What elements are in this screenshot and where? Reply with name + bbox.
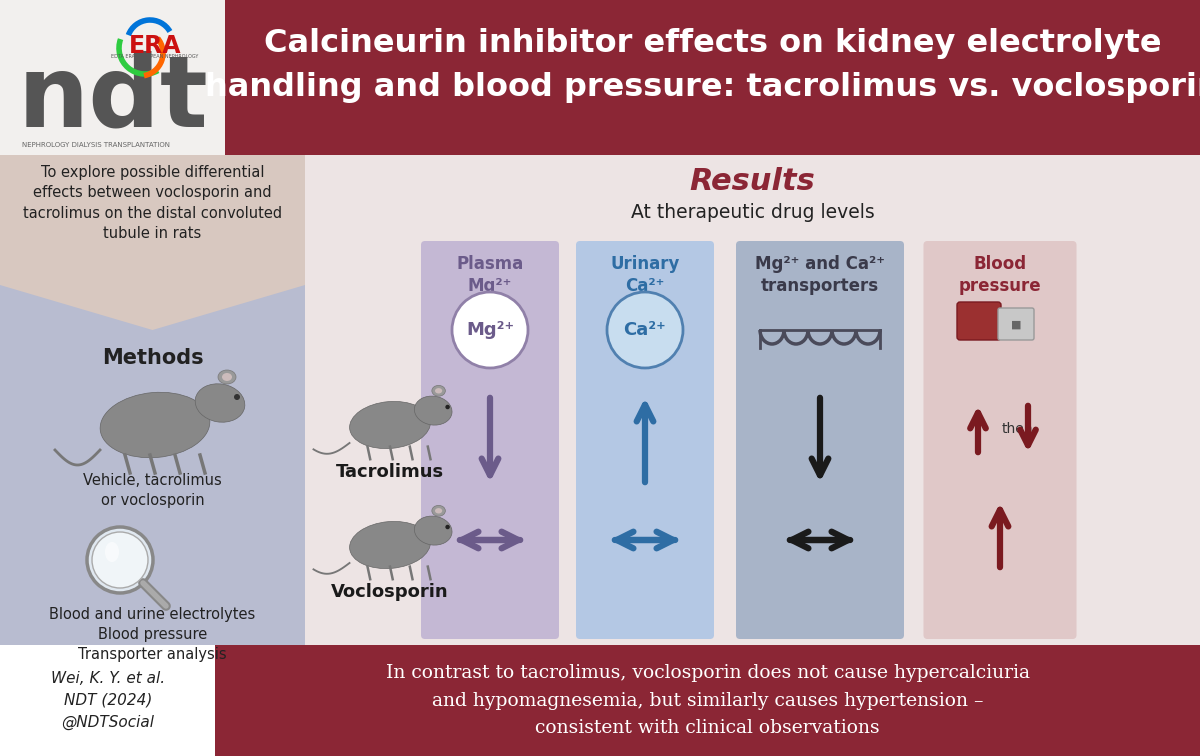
Ellipse shape [414, 516, 452, 545]
Ellipse shape [432, 386, 445, 396]
FancyBboxPatch shape [736, 241, 904, 639]
Ellipse shape [436, 508, 443, 513]
FancyBboxPatch shape [958, 302, 1001, 340]
Ellipse shape [100, 392, 210, 457]
Text: Vehicle, tacrolimus
or voclosporin: Vehicle, tacrolimus or voclosporin [83, 473, 222, 508]
Text: Wei, K. Y. et al.
NDT (2024)
@NDTSocial: Wei, K. Y. et al. NDT (2024) @NDTSocial [50, 671, 166, 730]
Circle shape [88, 527, 154, 593]
Text: Tacrolimus: Tacrolimus [336, 463, 444, 481]
Circle shape [607, 292, 683, 368]
Text: Ca²⁺: Ca²⁺ [624, 321, 666, 339]
Ellipse shape [196, 384, 245, 422]
Text: Mg²⁺ and Ca²⁺
transporters: Mg²⁺ and Ca²⁺ transporters [755, 255, 886, 295]
Text: Calcineurin inhibitor effects on kidney electrolyte: Calcineurin inhibitor effects on kidney … [264, 28, 1162, 59]
FancyBboxPatch shape [998, 308, 1034, 340]
Text: Blood
pressure: Blood pressure [959, 255, 1042, 295]
Ellipse shape [349, 401, 431, 448]
Ellipse shape [432, 506, 445, 516]
Circle shape [452, 292, 528, 368]
Circle shape [445, 525, 450, 529]
Circle shape [92, 532, 148, 588]
FancyBboxPatch shape [924, 241, 1076, 639]
Bar [0, 0, 1200, 155]
Text: then: then [1002, 422, 1033, 436]
Text: Results: Results [690, 167, 815, 196]
Bar [0, 0, 226, 155]
Text: At therapeutic drug levels: At therapeutic drug levels [631, 203, 875, 222]
Text: In contrast to tacrolimus, voclosporin does not cause hypercalciuria
and hypomag: In contrast to tacrolimus, voclosporin d… [385, 665, 1030, 736]
Text: handling and blood pressure: tacrolimus vs. voclosporin: handling and blood pressure: tacrolimus … [205, 72, 1200, 103]
Ellipse shape [106, 542, 119, 562]
Circle shape [445, 404, 450, 409]
Ellipse shape [436, 388, 443, 394]
Ellipse shape [222, 373, 232, 381]
Text: ■: ■ [1010, 320, 1021, 330]
Ellipse shape [218, 370, 236, 384]
FancyBboxPatch shape [421, 241, 559, 639]
Bar [0, 155, 305, 645]
Ellipse shape [414, 396, 452, 425]
Text: Voclosporin: Voclosporin [331, 583, 449, 601]
Polygon shape [0, 155, 305, 330]
Text: Methods: Methods [102, 348, 203, 368]
Text: ERA: ERA [128, 34, 181, 58]
Text: Mg²⁺: Mg²⁺ [466, 321, 514, 339]
Circle shape [234, 394, 240, 400]
Bar [305, 155, 1200, 645]
Text: Urinary
Ca²⁺: Urinary Ca²⁺ [611, 255, 679, 295]
Bar [0, 645, 215, 756]
Text: Blood and urine electrolytes
Blood pressure
Transporter analysis: Blood and urine electrolytes Blood press… [49, 607, 256, 662]
FancyBboxPatch shape [576, 241, 714, 639]
Text: To explore possible differential
effects between voclosporin and
tacrolimus on t: To explore possible differential effects… [23, 165, 282, 241]
Ellipse shape [349, 522, 431, 569]
Bar [0, 645, 1200, 756]
Text: Plasma
Mg²⁺: Plasma Mg²⁺ [456, 255, 523, 295]
Text: ndt: ndt [18, 51, 209, 148]
Text: EDTA ERA EUROPEAN NEPHROLOGY: EDTA ERA EUROPEAN NEPHROLOGY [112, 54, 199, 59]
Text: NEPHROLOGY DIALYSIS TRANSPLANTATION: NEPHROLOGY DIALYSIS TRANSPLANTATION [22, 142, 170, 148]
